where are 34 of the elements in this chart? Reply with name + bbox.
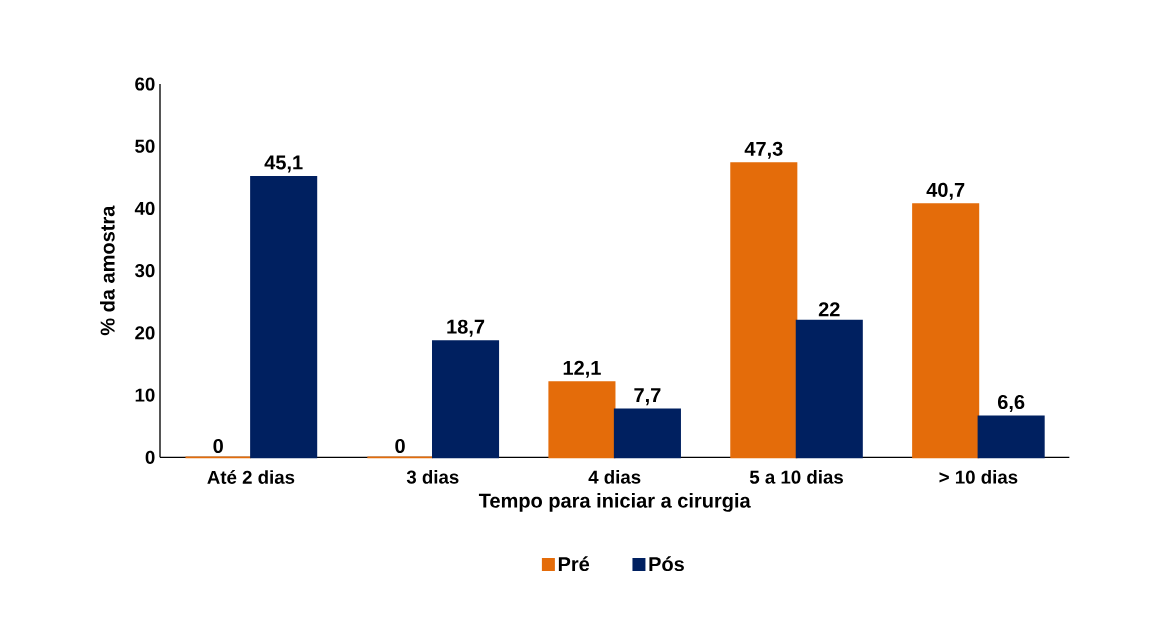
data-label: 45,1 <box>264 155 303 173</box>
bar <box>613 408 681 459</box>
y-axis-title: % da amostra <box>100 205 115 336</box>
bar <box>432 340 500 459</box>
x-tick-label: > 10 dias <box>939 470 1018 484</box>
bar <box>548 381 616 459</box>
x-tick-label: 3 dias <box>406 470 459 484</box>
bar <box>730 162 798 459</box>
data-label: 0 <box>395 438 405 454</box>
data-label: 0 <box>213 438 223 454</box>
y-tick-label: 30 <box>134 264 155 278</box>
data-label: 40,7 <box>926 182 965 200</box>
x-tick-label: Até 2 dias <box>207 470 295 484</box>
data-label: 12,1 <box>563 360 601 378</box>
bar <box>977 415 1045 459</box>
y-tick-label: 0 <box>145 450 155 464</box>
data-label: 18,7 <box>447 319 485 337</box>
bar <box>250 175 318 459</box>
x-axis-title: Tempo para iniciar a cirurgia <box>478 493 751 512</box>
y-tick-label: 50 <box>135 139 155 153</box>
y-tick-label: 40 <box>134 201 155 216</box>
data-label: 47,3 <box>744 141 783 159</box>
x-tick-label: 5 a 10 dias <box>749 470 843 484</box>
bar <box>912 203 980 459</box>
bar <box>795 319 863 459</box>
y-tick-label: 10 <box>135 388 155 402</box>
data-label: 22 <box>818 302 840 317</box>
x-tick-label: 4 dias <box>588 470 641 484</box>
y-tick-label: 20 <box>135 326 155 340</box>
legend-label: Pós <box>649 556 684 572</box>
data-label: 7,7 <box>634 388 661 406</box>
legend-label: Pré <box>558 556 590 572</box>
data-label: 6,6 <box>997 394 1025 412</box>
y-tick-label: 60 <box>135 77 155 91</box>
